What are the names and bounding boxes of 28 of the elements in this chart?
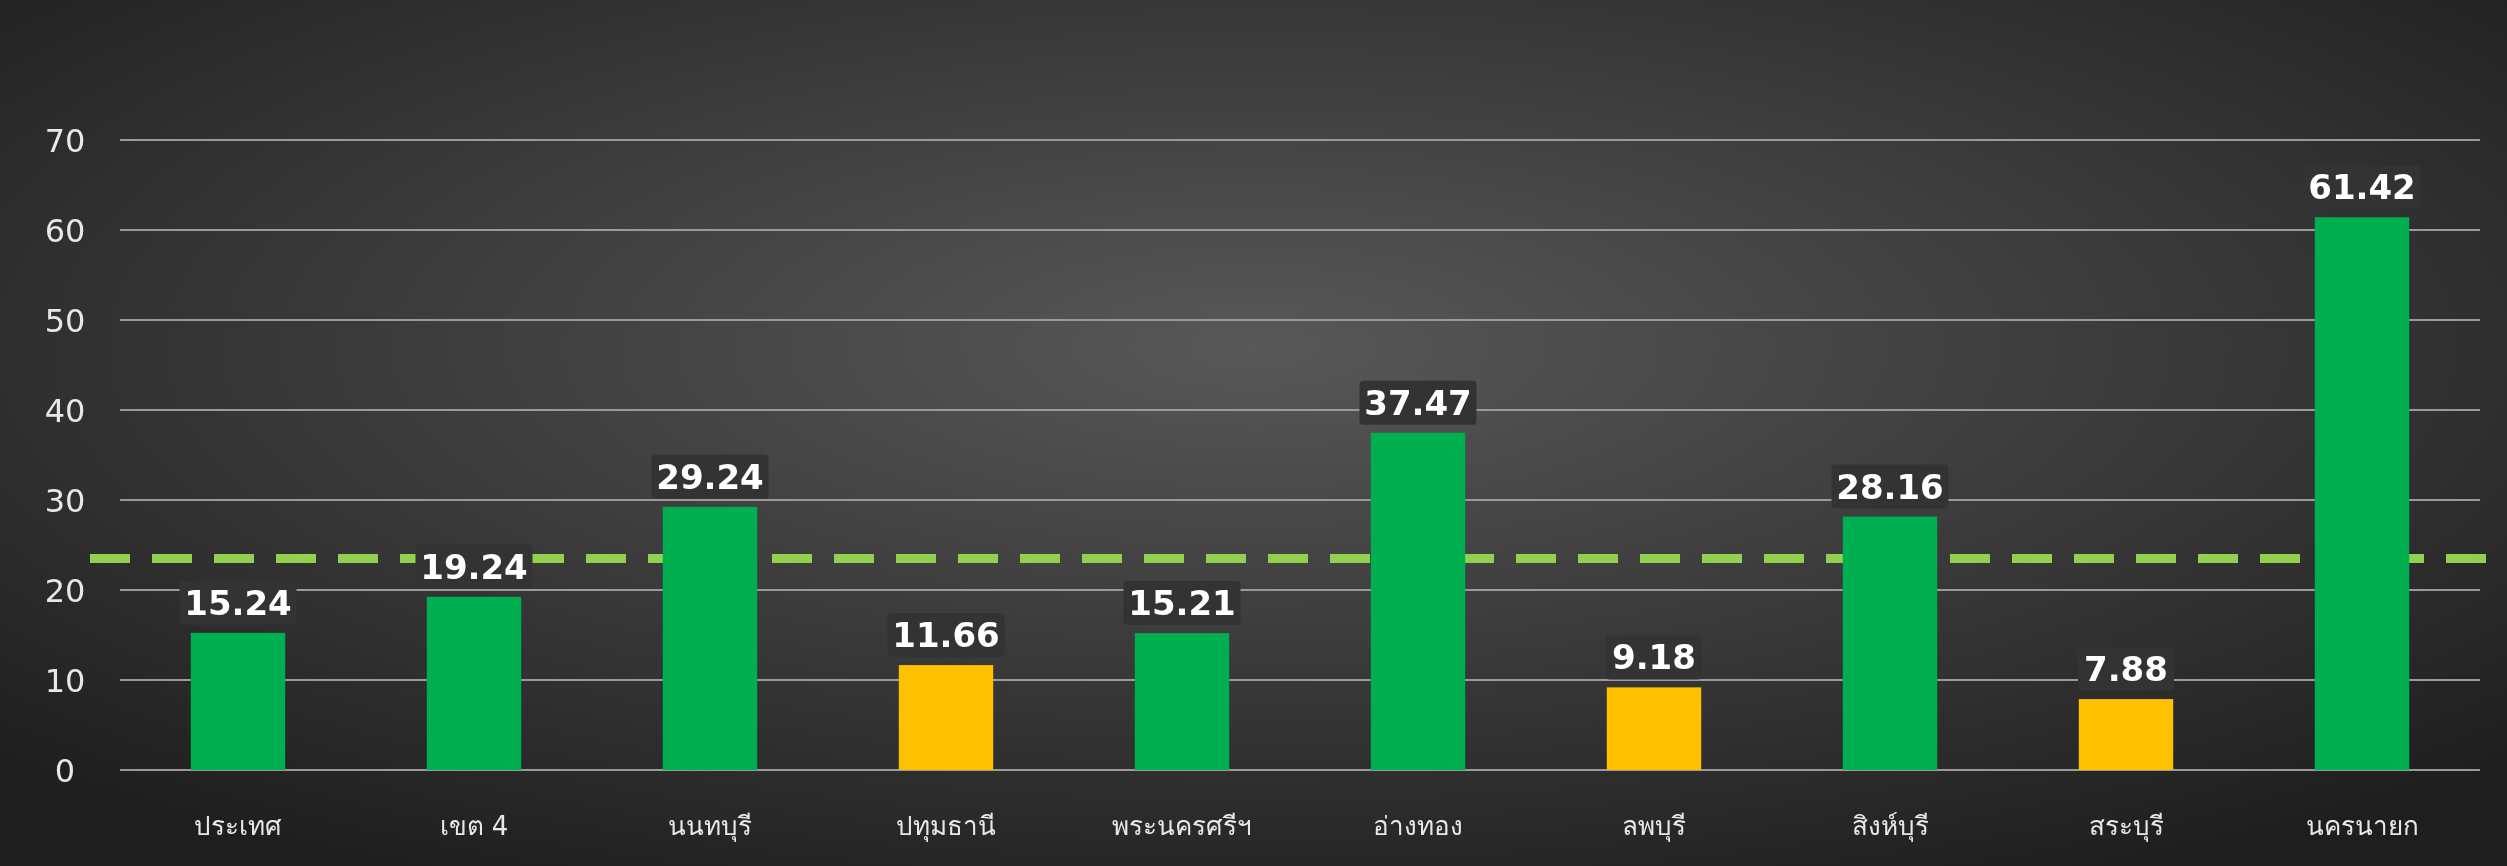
y-tick-label: 30 [44, 482, 86, 520]
data-label: 15.24 [184, 582, 292, 623]
y-tick-label: 50 [44, 302, 86, 340]
x-tick-label: สระบุรี [2088, 811, 2164, 842]
y-tick-label: 0 [54, 752, 76, 790]
y-tick-label: 60 [44, 212, 86, 250]
data-label: 11.66 [892, 615, 1000, 656]
x-tick-label: ประเทศ [194, 811, 282, 841]
x-tick-label: อ่างทอง [1373, 811, 1463, 841]
data-label: 37.47 [1364, 382, 1472, 423]
x-tick-label: นนทบุรี [668, 811, 752, 842]
x-tick-label: เขต 4 [439, 811, 509, 841]
data-label: 19.24 [420, 546, 528, 587]
data-label: 28.16 [1836, 466, 1944, 507]
data-label: 29.24 [656, 456, 764, 497]
data-label: 7.88 [2084, 649, 2168, 690]
x-tick-label: นครนายก [2305, 811, 2419, 841]
x-tick-label: ลพบุรี [1622, 811, 1686, 842]
data-label: 9.18 [1612, 637, 1696, 678]
x-tick-label: สิงห์บุรี [1851, 811, 1929, 842]
y-tick-label: 20 [44, 572, 86, 610]
data-label: 61.42 [2308, 167, 2416, 208]
y-tick-label: 40 [44, 392, 86, 430]
data-label: 15.21 [1128, 583, 1236, 624]
x-tick-label: ปทุมธานี [896, 811, 996, 842]
y-tick-label: 10 [44, 662, 86, 700]
x-tick-label: พระนครศรีฯ [1112, 811, 1252, 841]
y-tick-label: 70 [44, 122, 86, 160]
